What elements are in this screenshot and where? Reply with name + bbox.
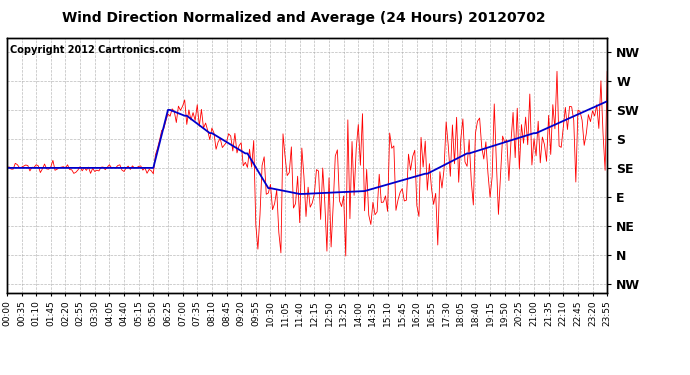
Text: Copyright 2012 Cartronics.com: Copyright 2012 Cartronics.com (10, 45, 181, 55)
Text: Wind Direction Normalized and Average (24 Hours) 20120702: Wind Direction Normalized and Average (2… (62, 11, 545, 25)
